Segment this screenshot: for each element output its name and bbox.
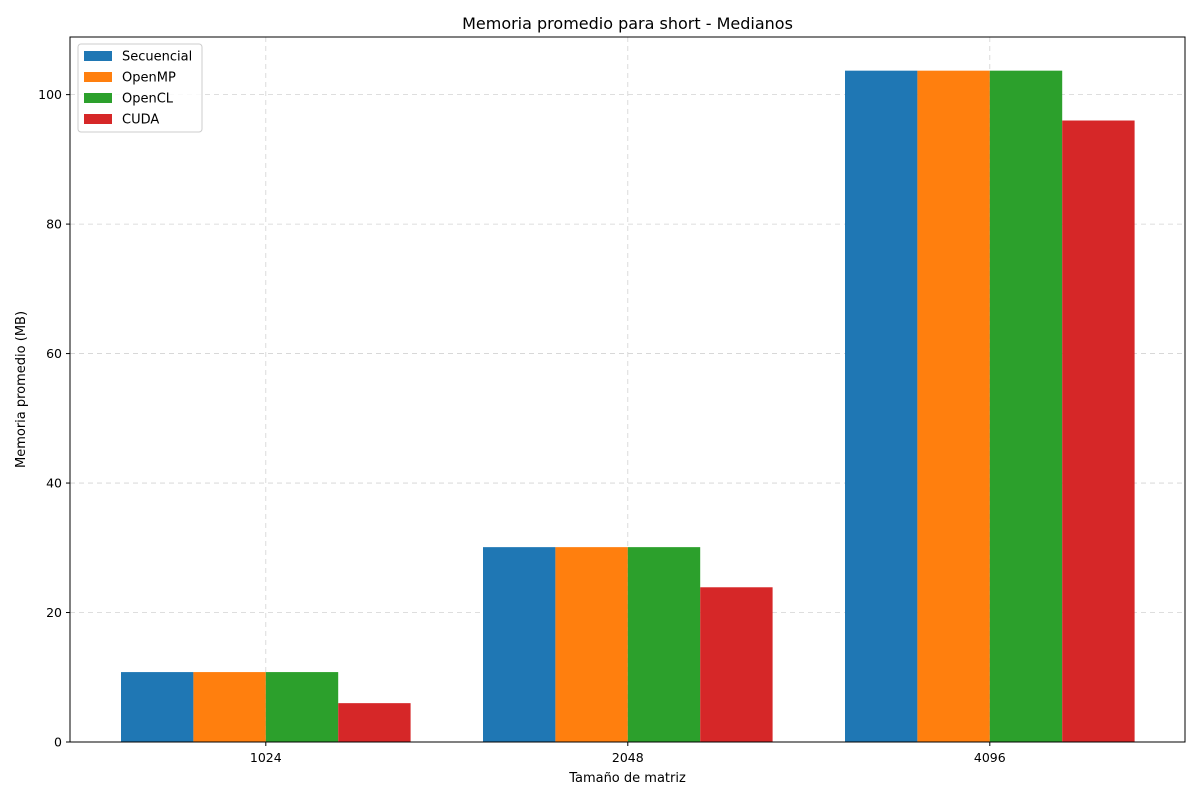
bar-secuencial-1024	[121, 672, 194, 742]
y-tick-label: 100	[38, 87, 62, 102]
y-tick-label: 0	[54, 735, 62, 750]
x-axis-label: Tamaño de matriz	[568, 771, 686, 786]
x-tick-label: 4096	[974, 750, 1006, 765]
y-tick-label: 40	[46, 476, 62, 491]
x-tick-label: 1024	[250, 750, 282, 765]
bar-opencl-2048	[627, 547, 701, 742]
bar-secuencial-4096	[845, 70, 918, 742]
legend-box	[77, 43, 203, 133]
legend-swatch-cuda	[84, 114, 112, 124]
legend-swatch-secuencial	[84, 51, 112, 61]
y-tick-label: 80	[46, 217, 62, 232]
bar-openmp-1024	[193, 672, 266, 742]
legend-label-cuda: CUDA	[122, 113, 159, 128]
legend-swatch-opencl	[84, 93, 112, 103]
legend-swatch-openmp	[84, 72, 112, 82]
bar-secuencial-2048	[483, 547, 556, 742]
legend-label-openmp: OpenMP	[122, 71, 176, 86]
y-tick-label: 20	[46, 605, 62, 620]
x-tick-label: 2048	[612, 750, 644, 765]
ticks-layer: 0 20 40 60 80 100 1024 2048 4096	[38, 87, 1006, 765]
bar-cuda-4096	[1062, 120, 1135, 743]
bar-opencl-4096	[989, 70, 1063, 742]
bar-cuda-1024	[338, 703, 411, 742]
legend: Secuencial OpenMP OpenCL CUDA	[77, 43, 203, 133]
y-tick-label: 60	[46, 346, 62, 361]
legend-label-secuencial: Secuencial	[122, 50, 192, 65]
y-axis-label: Memoria promedio (MB)	[14, 311, 29, 468]
bar-opencl-1024	[265, 672, 339, 742]
bar-openmp-4096	[917, 70, 990, 742]
bar-openmp-2048	[555, 547, 628, 742]
chart-title: Memoria promedio para short - Medianos	[462, 14, 793, 33]
bars-layer	[121, 70, 1135, 743]
bar-cuda-2048	[700, 587, 773, 742]
legend-label-opencl: OpenCL	[122, 92, 174, 107]
